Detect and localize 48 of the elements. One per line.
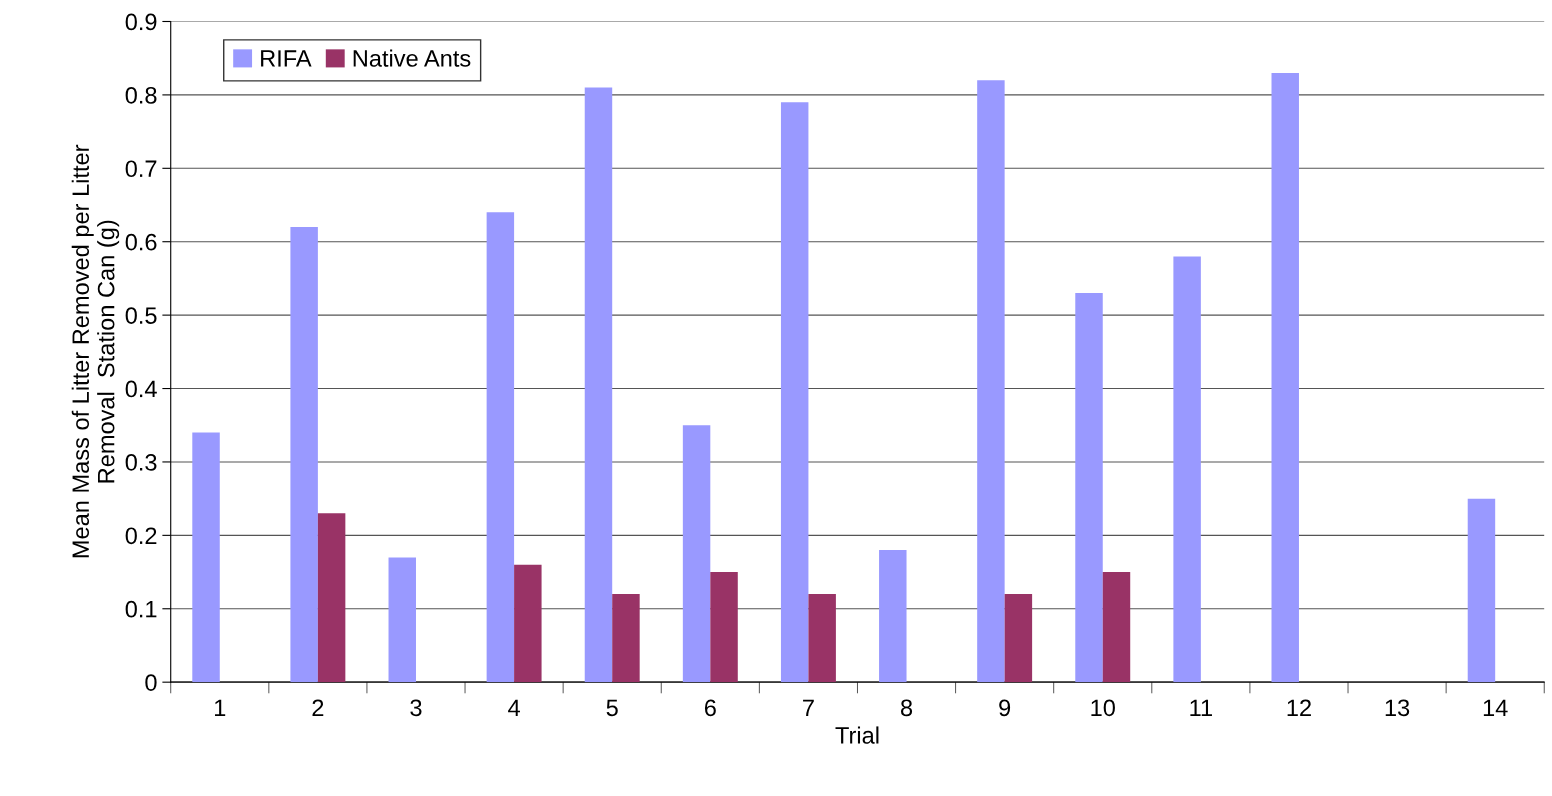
- x-tick-label: 5: [606, 699, 618, 717]
- y-tick-label: 0.1: [125, 600, 157, 618]
- legend-label: RIFA: [261, 50, 312, 67]
- bar: [1271, 72, 1299, 683]
- legend-label: Native Ants: [353, 49, 471, 67]
- bar: [1075, 293, 1103, 683]
- y-tick-label: 0.9: [125, 13, 157, 31]
- y-tick-label: 0.4: [125, 380, 157, 398]
- x-tick-label: 8: [900, 699, 913, 717]
- bar: [808, 594, 836, 683]
- bar: [682, 425, 711, 683]
- bar: [879, 550, 907, 683]
- x-tick-label: 9: [999, 699, 1011, 717]
- x-tick-label: 10: [1091, 699, 1115, 717]
- bar: [977, 80, 1005, 683]
- x-tick-label: 3: [410, 699, 422, 717]
- y-tick-label: 0.2: [125, 527, 157, 545]
- bar: [514, 564, 542, 683]
- bar: [584, 87, 613, 683]
- bar: [1173, 256, 1201, 683]
- y-tick-label: 0.3: [125, 454, 157, 471]
- x-tick-label: 2: [312, 699, 324, 716]
- x-tick-label: 12: [1287, 699, 1311, 716]
- x-tick-label: 11: [1190, 699, 1212, 716]
- bar: [780, 102, 809, 683]
- y-tick-label: 0.5: [125, 307, 157, 324]
- x-axis-title: Trial: [835, 726, 879, 744]
- bar: [1102, 572, 1131, 683]
- bar: [486, 212, 515, 683]
- x-tick-label: 6: [704, 699, 716, 717]
- x-tick-label: 13: [1385, 699, 1410, 717]
- bar: [388, 557, 416, 683]
- y-tick-label: 0: [145, 674, 157, 691]
- bar: [1467, 498, 1496, 683]
- x-tick-label: 14: [1483, 699, 1508, 716]
- bar: [317, 513, 346, 683]
- bar: [290, 227, 318, 683]
- x-tick-label: 4: [508, 699, 520, 716]
- bar: [710, 572, 738, 683]
- y-tick-label: 0.6: [125, 233, 157, 251]
- x-tick-label: 1: [215, 699, 226, 716]
- y-tick-label: 0.7: [125, 160, 157, 178]
- x-tick-label: 7: [803, 699, 814, 716]
- bar: [192, 432, 220, 683]
- y-tick-label: 0.8: [125, 86, 157, 104]
- bar: [612, 594, 640, 683]
- bar: [1004, 594, 1033, 683]
- y-axis-title: Mean Mass of Litter Removed per Litter Removal Station Can (g): [71, 144, 120, 558]
